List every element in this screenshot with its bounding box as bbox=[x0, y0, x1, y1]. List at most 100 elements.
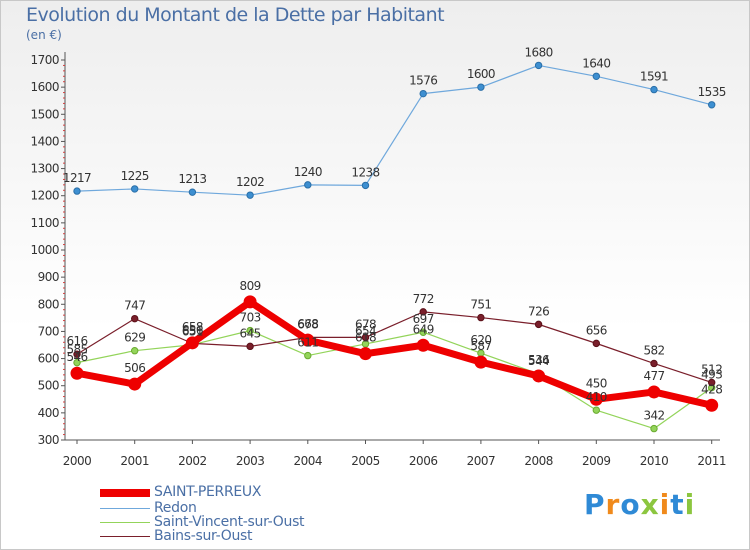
data-label: 1640 bbox=[582, 56, 610, 70]
data-label: 512 bbox=[701, 362, 722, 376]
x-tick-label: 2009 bbox=[582, 454, 611, 468]
data-point bbox=[131, 347, 139, 355]
data-label: 649 bbox=[413, 322, 434, 336]
legend-swatch bbox=[100, 536, 150, 537]
y-tick-label: 300 bbox=[38, 433, 59, 447]
data-point bbox=[73, 358, 81, 367]
x-tick-label: 2005 bbox=[351, 454, 380, 468]
data-point bbox=[243, 295, 257, 309]
x-tick-label: 2001 bbox=[120, 454, 149, 468]
data-point bbox=[70, 366, 84, 380]
data-label: 1576 bbox=[409, 74, 437, 88]
y-tick-label: 1300 bbox=[30, 162, 59, 176]
data-label: 656 bbox=[586, 323, 607, 337]
y-tick-label: 1000 bbox=[30, 243, 59, 257]
data-point bbox=[246, 342, 254, 351]
data-label: 1238 bbox=[351, 165, 379, 179]
data-point bbox=[188, 188, 197, 196]
data-label: 1680 bbox=[525, 45, 553, 59]
data-label: 428 bbox=[701, 382, 722, 396]
legend-label: Bains-sur-Oust bbox=[154, 528, 253, 544]
data-label: 678 bbox=[297, 317, 318, 331]
x-tick-label: 2011 bbox=[697, 454, 726, 468]
legend-swatch bbox=[100, 522, 150, 523]
y-tick-label: 800 bbox=[38, 297, 59, 311]
data-label: 809 bbox=[240, 279, 261, 293]
data-label: 410 bbox=[586, 390, 607, 404]
data-label: 651 bbox=[182, 325, 203, 339]
data-point bbox=[73, 187, 81, 195]
data-label: 645 bbox=[240, 326, 261, 340]
data-label: 1217 bbox=[63, 171, 91, 185]
data-label: 477 bbox=[643, 369, 664, 383]
data-label: 618 bbox=[355, 331, 376, 345]
data-label: 585 bbox=[66, 343, 87, 357]
y-tick-label: 1600 bbox=[30, 80, 59, 94]
data-point bbox=[73, 350, 81, 358]
data-point bbox=[477, 83, 485, 91]
data-point bbox=[128, 377, 142, 391]
data-point bbox=[708, 101, 716, 109]
y-tick-label: 1700 bbox=[30, 53, 59, 67]
data-label: 1202 bbox=[236, 175, 264, 189]
data-label: 654 bbox=[355, 324, 376, 338]
data-label: 536 bbox=[528, 353, 549, 367]
data-point bbox=[534, 61, 543, 70]
data-label: 751 bbox=[470, 298, 491, 312]
data-point bbox=[185, 336, 199, 350]
data-point bbox=[359, 347, 372, 361]
data-label: 616 bbox=[66, 334, 87, 348]
data-label: 620 bbox=[470, 333, 491, 347]
y-tick-label: 400 bbox=[38, 406, 59, 420]
chart-unit: (en €) bbox=[26, 28, 62, 42]
y-tick-label: 1100 bbox=[30, 216, 59, 230]
data-label: 658 bbox=[182, 320, 203, 334]
data-point bbox=[708, 378, 716, 387]
data-label: 450 bbox=[586, 376, 607, 390]
data-point bbox=[301, 333, 315, 347]
data-label: 546 bbox=[66, 350, 87, 364]
legend-swatch bbox=[100, 508, 150, 509]
data-point bbox=[474, 355, 488, 369]
x-tick-label: 2004 bbox=[294, 454, 323, 468]
data-label: 544 bbox=[528, 354, 549, 368]
data-label: 1535 bbox=[698, 85, 726, 99]
data-point bbox=[419, 328, 427, 336]
data-point bbox=[647, 385, 661, 399]
data-label: 697 bbox=[413, 312, 434, 326]
data-point bbox=[419, 308, 427, 316]
x-tick-label: 2000 bbox=[63, 454, 92, 468]
data-label: 1213 bbox=[178, 172, 206, 186]
x-tick-label: 2007 bbox=[467, 454, 496, 468]
series-line bbox=[76, 64, 713, 196]
data-label: 1600 bbox=[467, 67, 495, 81]
data-point bbox=[650, 85, 658, 94]
data-label: 493 bbox=[701, 368, 722, 382]
data-point bbox=[592, 339, 600, 348]
data-label: 1240 bbox=[294, 165, 322, 179]
data-point bbox=[532, 369, 546, 383]
y-tick-label: 1400 bbox=[30, 134, 59, 148]
series-line bbox=[76, 311, 713, 384]
data-point bbox=[304, 181, 312, 189]
data-point bbox=[131, 314, 139, 323]
data-point bbox=[592, 72, 600, 80]
data-label: 1591 bbox=[640, 70, 668, 84]
data-point bbox=[705, 398, 719, 412]
data-label: 342 bbox=[643, 409, 664, 423]
series-line bbox=[73, 298, 716, 409]
data-point bbox=[534, 320, 543, 329]
data-label: 726 bbox=[528, 304, 549, 318]
y-tick-label: 500 bbox=[38, 379, 59, 393]
x-tick-label: 2010 bbox=[640, 454, 669, 468]
y-tick-label: 700 bbox=[38, 324, 59, 338]
x-tick-label: 2008 bbox=[524, 454, 553, 468]
legend-label: SAINT-PERREUX bbox=[154, 484, 262, 500]
data-label: 582 bbox=[643, 343, 664, 357]
data-label: 668 bbox=[297, 317, 318, 331]
data-label: 1225 bbox=[121, 169, 149, 183]
data-point bbox=[131, 185, 139, 193]
data-point bbox=[304, 351, 312, 360]
x-tick-label: 2002 bbox=[178, 454, 207, 468]
